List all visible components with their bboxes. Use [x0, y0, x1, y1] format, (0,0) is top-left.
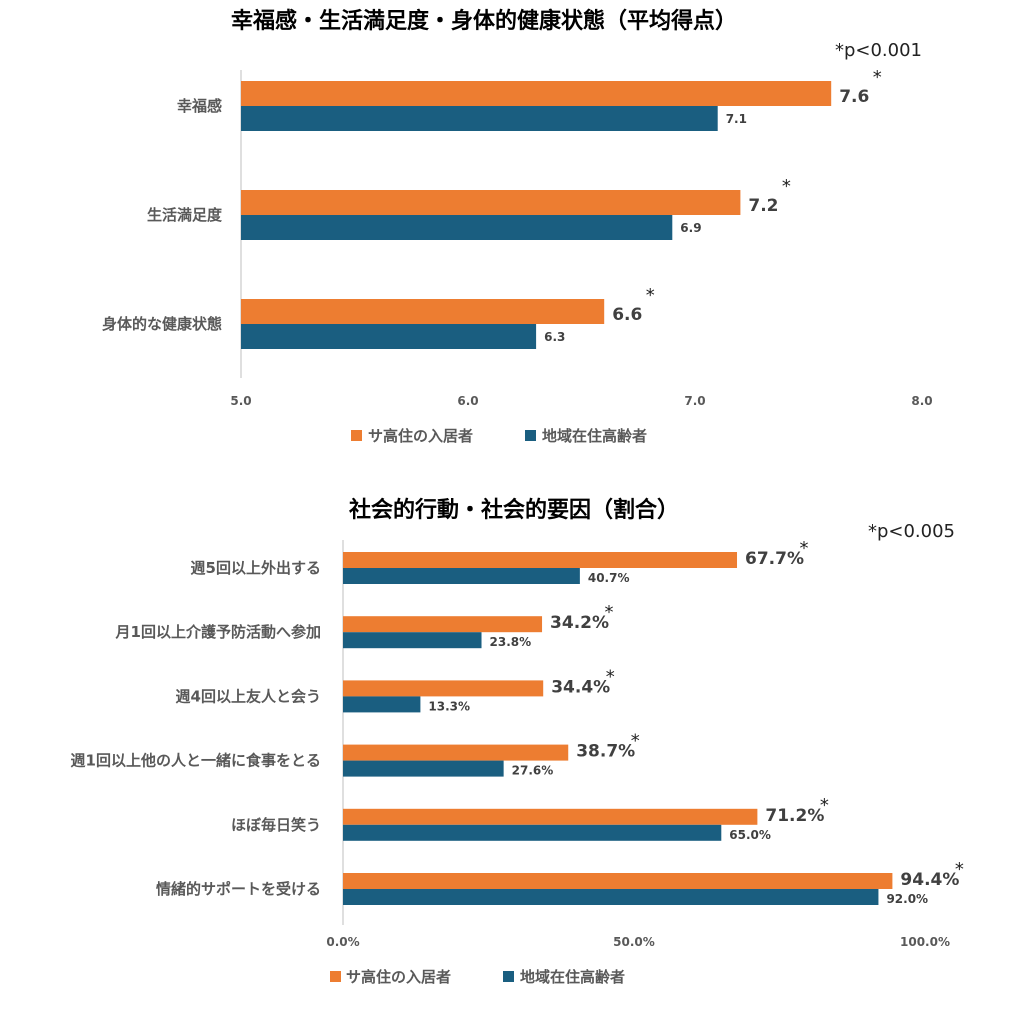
chart2-bar-series1: [343, 808, 758, 825]
chart2-data-label-series2: 92.0%: [886, 892, 928, 906]
chart2-data-label-series2: 65.0%: [729, 828, 771, 842]
chart1-legend-series1: サ高住の入居者: [368, 427, 473, 445]
chart1-bar-series1: [241, 190, 741, 215]
chart2-data-label-series1: 94.4%: [900, 870, 959, 890]
chart2-category-label: 月1回以上介護予防活動へ参加: [115, 623, 321, 641]
chart2-legend-series1: サ高住の入居者: [346, 968, 451, 986]
chart2-x-tick-label: 50.0%: [613, 935, 655, 949]
chart1-significance-note: *p<0.001: [835, 40, 922, 61]
chart2-significance-note: *p<0.005: [868, 521, 955, 542]
chart2-data-label-series2: 13.3%: [428, 699, 470, 713]
chart1-significance-marker: *: [873, 67, 882, 88]
chart1-x-tick-label: 7.0: [684, 394, 705, 408]
chart1-bar-series2: [241, 215, 673, 240]
chart2-bar-series2: [343, 824, 722, 841]
chart2-x-tick-label: 0.0%: [326, 935, 359, 949]
chart2-data-label-series1: 34.4%: [551, 677, 610, 697]
chart2-title: 社会的行動・社会的要因（割合）: [349, 497, 679, 523]
chart1-bar-series1: [241, 81, 832, 106]
chart2-category-label: ほぼ毎日笑う: [231, 816, 321, 834]
chart1-data-label-series2: 6.9: [680, 221, 701, 235]
chart1-data-label-series2: 7.1: [726, 112, 747, 126]
chart2-bar-series1: [343, 680, 544, 697]
chart2-significance-marker: *: [955, 859, 964, 880]
chart1-significance-marker: *: [782, 176, 791, 197]
chart1-category-label: 幸福感: [177, 97, 222, 115]
chart2-category-label: 週4回以上友人と会う: [176, 687, 321, 705]
chart1-legend-swatch-series2: [525, 430, 536, 441]
chart2-significance-marker: *: [605, 602, 614, 623]
chart2-data-label-series1: 71.2%: [765, 806, 824, 826]
chart1-x-tick-label: 6.0: [457, 394, 478, 408]
chart2-bar-series2: [343, 632, 482, 649]
chart2-bar-series2: [343, 696, 421, 713]
chart2-bar-series1: [343, 552, 738, 568]
chart2-data-label-series2: 23.8%: [490, 635, 532, 649]
chart2-legend-swatch-series1: [330, 971, 341, 982]
chart1-x-tick-label: 5.0: [230, 394, 251, 408]
chart1-significance-marker: *: [646, 285, 655, 306]
chart1-data-label-series1: 6.6: [612, 305, 642, 325]
chart2-data-label-series1: 34.2%: [550, 613, 609, 633]
chart1-bar-series2: [241, 324, 537, 349]
chart2-significance-marker: *: [820, 795, 829, 816]
chart2-bar-series1: [343, 744, 569, 761]
chart2-legend-swatch-series2: [503, 971, 514, 982]
chart1-title: 幸福感・生活満足度・身体的健康状態（平均得点）: [231, 8, 737, 34]
chart2-category-label: 週5回以上外出する: [191, 559, 321, 577]
chart1-category-label: 身体的な健康状態: [102, 315, 222, 333]
chart2-significance-marker: *: [631, 731, 640, 752]
chart2-category-label: 情緒的サポートを受ける: [156, 880, 321, 898]
chart2-bar-series1: [343, 616, 543, 633]
chart2-bar-series2: [343, 760, 504, 777]
chart1-x-tick-label: 8.0: [911, 394, 932, 408]
chart2-legend-series2: 地域在住高齢者: [520, 968, 625, 986]
chart1-bar-series1: [241, 299, 605, 324]
chart1-bar-series2: [241, 106, 718, 131]
chart2-bar-series2: [343, 568, 580, 584]
chart2-significance-marker: *: [800, 538, 809, 559]
chart1-category-label: 生活満足度: [147, 206, 223, 224]
chart1-data-label-series1: 7.2: [748, 196, 778, 216]
chart1-data-label-series2: 6.3: [544, 330, 565, 344]
chart2-data-label-series1: 38.7%: [576, 742, 635, 762]
chart2-data-label-series2: 27.6%: [512, 764, 554, 778]
chart1-legend-series2: 地域在住高齢者: [542, 427, 647, 445]
chart2-data-label-series1: 67.7%: [745, 549, 804, 569]
chart2-significance-marker: *: [606, 666, 615, 687]
chart2-x-tick-label: 100.0%: [900, 935, 950, 949]
chart2-category-label: 週1回以上他の人と一緒に食事をとる: [71, 752, 321, 770]
chart2-data-label-series2: 40.7%: [588, 571, 630, 585]
chart2-bar-series2: [343, 889, 879, 905]
chart1-data-label-series1: 7.6: [839, 87, 869, 107]
chart1-legend-swatch-series1: [351, 430, 362, 441]
chart2-bar-series1: [343, 873, 893, 889]
